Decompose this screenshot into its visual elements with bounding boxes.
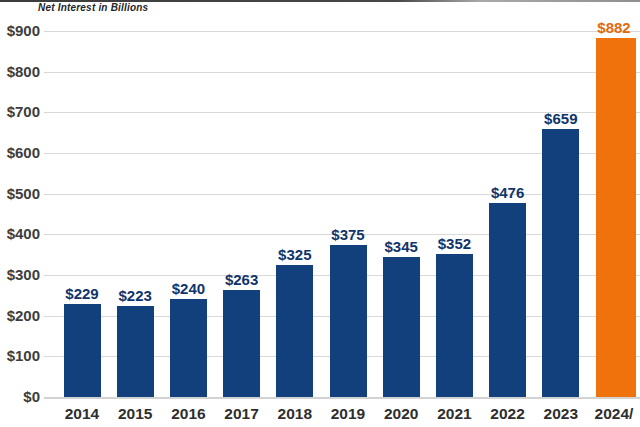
y-axis-tick-label: $700	[0, 104, 40, 120]
x-axis-line	[44, 397, 640, 399]
bar-2016	[170, 299, 207, 397]
x-axis-tick-label: 2020	[371, 405, 431, 422]
x-axis-tick-label: 2022	[478, 405, 538, 422]
bar-2020	[383, 257, 420, 397]
gridline	[44, 72, 640, 73]
bar-2023	[542, 129, 579, 397]
bar-value-label: $352	[424, 235, 484, 252]
bar-value-label: $345	[371, 238, 431, 255]
bar-value-label: $476	[478, 184, 538, 201]
bar-2024/	[596, 38, 636, 397]
bar-2022	[489, 203, 526, 397]
y-axis-tick-label: $900	[0, 23, 40, 39]
bar-2014	[64, 304, 101, 397]
bar-value-label: $229	[52, 285, 112, 302]
bar-value-label: $263	[212, 271, 272, 288]
y-axis-tick-label: $500	[0, 186, 40, 202]
x-axis-tick-label: 2019	[318, 405, 378, 422]
y-axis-tick-label: $600	[0, 145, 40, 161]
bar-value-label: $325	[265, 246, 325, 263]
x-axis-tick-label: 2015	[105, 405, 165, 422]
y-axis-tick-label: $200	[0, 308, 40, 324]
bar-value-label: $375	[318, 226, 378, 243]
x-axis-tick-label: 2023	[531, 405, 591, 422]
y-axis-tick-label: $800	[0, 64, 40, 80]
x-axis-tick-label: 2017	[212, 405, 272, 422]
y-axis-tick-label: $0	[0, 389, 40, 405]
x-axis-tick-label: 2018	[265, 405, 325, 422]
chart-title: Net Interest in Billions	[38, 2, 148, 13]
bar-value-label: $882	[584, 19, 640, 36]
bar-value-label: $659	[531, 110, 591, 127]
x-axis-tick-label: 2016	[158, 405, 218, 422]
bar-value-label: $240	[158, 280, 218, 297]
bar-2018	[276, 265, 313, 397]
y-axis-tick-label: $100	[0, 348, 40, 364]
y-axis-tick-label: $300	[0, 267, 40, 283]
bar-2021	[436, 254, 473, 397]
bar-2017	[223, 290, 260, 397]
x-axis-tick-label: 2021	[424, 405, 484, 422]
bar-value-label: $223	[105, 287, 165, 304]
y-axis-tick-label: $400	[0, 226, 40, 242]
bar-2015	[117, 306, 154, 397]
bar-2019	[330, 245, 367, 398]
gridline	[44, 31, 640, 32]
x-axis-tick-label: 2024/	[584, 405, 640, 422]
net-interest-chart: Net Interest in Billions $0 $100 $200 $300 $…	[0, 0, 640, 427]
x-axis-tick-label: 2014	[52, 405, 112, 422]
